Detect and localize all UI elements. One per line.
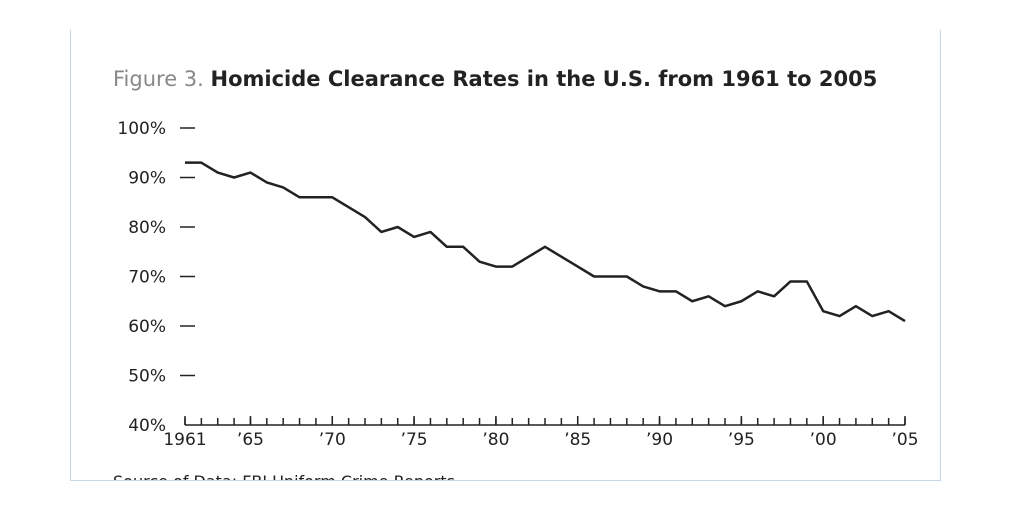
y-tick-label: 70% [128,268,166,288]
title-line: Figure 3. Homicide Clearance Rates in th… [113,67,877,91]
y-tick-label: 100% [117,119,166,139]
data-line [185,161,906,323]
x-tick-label: ’70 [319,430,346,450]
x-tick-label: ’85 [564,430,591,450]
y-tick-label: 50% [128,367,166,387]
source-note: Source of Data: FBI Uniform Crime Report… [113,472,455,491]
x-tick-label: ’90 [646,430,673,450]
y-tick-label: 90% [128,169,166,189]
x-tick-label: 1961 [163,430,206,450]
frame [70,30,941,481]
x-tick-label: ’80 [482,430,509,450]
y-tick-label: 60% [128,317,166,337]
x-tick-label: ’05 [891,430,918,450]
chart-title: Homicide Clearance Rates in the U.S. fro… [211,67,878,91]
x-tick-label: ’00 [810,430,837,450]
x-tick-label: ’65 [237,430,264,450]
y-tick-label: 40% [128,416,166,436]
y-tick-label: 80% [128,218,166,238]
x-tick-label: ’75 [401,430,428,450]
figure-label: Figure 3. [113,67,204,91]
x-tick-label: ’95 [728,430,755,450]
